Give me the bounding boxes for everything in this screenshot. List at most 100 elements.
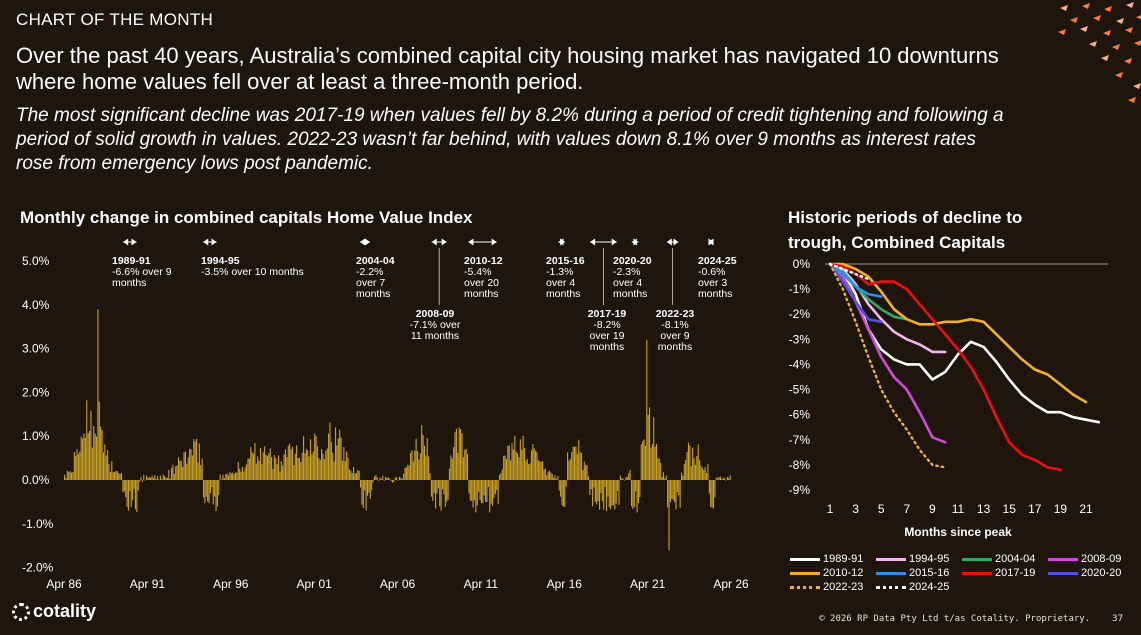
annotation-detail: months	[658, 341, 692, 353]
chart-bar	[94, 433, 96, 480]
chart-bar	[315, 436, 317, 480]
chart-bar	[301, 452, 303, 480]
chart-bar	[191, 455, 193, 480]
chart-bar	[296, 445, 298, 480]
annotation-period: 1994-95	[201, 255, 240, 267]
chart-bar	[197, 462, 199, 480]
chart-bar	[547, 471, 549, 480]
chart-bar	[401, 478, 403, 480]
chart-bar	[165, 477, 167, 480]
chart-bar	[712, 480, 715, 509]
annotation-arrow-right	[611, 238, 617, 246]
annotation-arrow-left	[590, 238, 596, 246]
chart-bar	[672, 480, 674, 500]
chart-bar	[444, 480, 446, 507]
chart-bar	[598, 480, 601, 510]
chart-bar	[475, 480, 477, 513]
chart-bar	[240, 471, 242, 480]
legend-label: 2020-20	[1081, 567, 1122, 579]
chart-bar	[246, 464, 248, 480]
chart-bar	[271, 457, 273, 480]
y-tick-label: -1%	[789, 282, 811, 296]
x-tick-label: Apr 91	[130, 577, 166, 591]
legend-item: 2024-25	[876, 580, 962, 594]
chart-bar	[303, 436, 305, 480]
chart-bar	[307, 450, 309, 480]
chart-bar	[137, 480, 139, 491]
y-tick-label: -6%	[789, 408, 811, 422]
chart-bar	[414, 450, 416, 480]
chart-bar	[366, 480, 369, 496]
chart-bar	[100, 426, 102, 480]
chart-bar	[489, 480, 491, 513]
chart-bar	[604, 480, 606, 488]
chart-bar	[428, 456, 430, 480]
annotation-period: 2022-23	[656, 308, 695, 320]
chart-bar	[643, 439, 645, 480]
chart-bar	[728, 477, 730, 480]
chart-bar	[443, 480, 445, 495]
chart-bar	[669, 480, 671, 502]
chart-bar	[230, 473, 232, 480]
chart-bar	[161, 479, 163, 480]
series-line	[828, 262, 947, 444]
annotation-detail: over 19	[589, 330, 624, 342]
chart-bar	[283, 454, 285, 480]
series-line	[828, 262, 870, 281]
annotation-arrow-left	[203, 238, 209, 246]
chart-bar	[508, 445, 510, 480]
chart-bar	[557, 476, 559, 480]
chart-bar	[522, 435, 524, 480]
chart-bar	[159, 475, 161, 480]
chart-bar	[562, 480, 564, 507]
y-tick-label: 3.0%	[22, 342, 50, 356]
chart-bar	[107, 450, 109, 480]
legend-item: 2017-19	[962, 566, 1048, 580]
chart-bar	[257, 456, 259, 480]
chart-bar	[633, 480, 635, 508]
chart-bar	[635, 480, 637, 492]
x-tick-label: 19	[1054, 502, 1068, 516]
chart-bar	[232, 472, 234, 480]
chart-bar	[458, 427, 460, 480]
chart-bar	[561, 480, 563, 506]
chart-bar	[154, 475, 156, 480]
decorative-arrow	[1112, 44, 1120, 50]
chart-bar	[419, 453, 421, 480]
chart-bar	[721, 479, 723, 480]
legend-swatch	[962, 571, 992, 575]
chart-bar	[576, 454, 578, 480]
decorative-arrow	[1126, 2, 1134, 8]
chart-bar	[705, 472, 708, 480]
chart-bar	[148, 476, 150, 480]
chart-bar	[145, 475, 148, 480]
chart-bar	[605, 480, 608, 512]
chart-bar	[701, 467, 703, 480]
chart-bar	[697, 444, 699, 480]
decorative-arrow	[1089, 41, 1097, 47]
chart-bar	[116, 471, 118, 480]
chart-bar	[540, 462, 542, 480]
decorative-arrow	[1070, 17, 1078, 23]
chart-bar	[89, 430, 91, 480]
chart-bar	[687, 442, 690, 480]
chart-bar	[83, 433, 85, 480]
chart-bar	[661, 476, 663, 480]
chart-bar	[647, 414, 649, 480]
chart-bar	[343, 447, 345, 480]
chart-bar	[341, 460, 344, 480]
chart-bar	[175, 466, 177, 480]
legend-swatch	[790, 557, 820, 561]
x-tick-label: 13	[977, 502, 991, 516]
chart-bar	[639, 480, 641, 498]
chart-bar	[184, 451, 186, 480]
chart-bar	[119, 474, 121, 480]
chart-bar	[182, 466, 184, 480]
chart-bar	[322, 453, 324, 480]
decorative-arrow	[1080, 26, 1088, 32]
annotation-arrow-left	[359, 238, 365, 246]
chart-bar	[657, 458, 659, 480]
chart-bar	[523, 448, 526, 480]
y-tick-label: 4.0%	[22, 298, 50, 312]
decorative-arrow	[1136, 15, 1141, 20]
